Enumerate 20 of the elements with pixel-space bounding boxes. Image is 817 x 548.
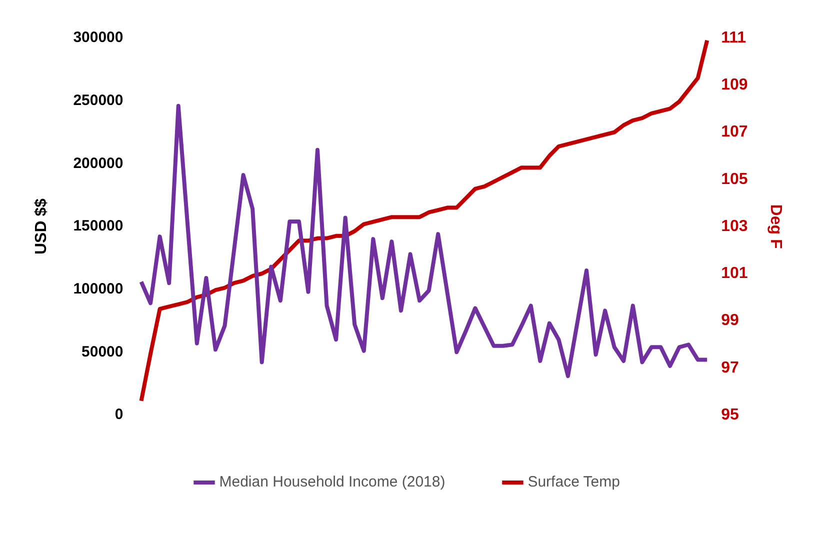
y2-tick-label: 107 (721, 124, 748, 141)
y2-tick-label: 97 (721, 359, 740, 376)
y2-tick-label: 103 (721, 218, 748, 235)
y-tick-label: 250000 (73, 92, 124, 109)
y2-tick-label: 95 (721, 406, 740, 424)
y-tick-label: 50000 (82, 343, 124, 360)
y2-tick-label: 111 (721, 29, 746, 46)
legend-label: Median Household Income (2018) (219, 474, 446, 491)
y2-axis-title: Deg F (766, 204, 784, 249)
y-tick-label: 200000 (73, 154, 124, 172)
y-axis-title: USD $$ (33, 198, 50, 255)
legend-label: Surface Temp (528, 474, 620, 491)
y2-tick-label: 101 (721, 265, 748, 282)
y-tick-label: 100000 (73, 280, 124, 298)
y-tick-label: 150000 (73, 218, 124, 235)
y-tick-label: 0 (114, 406, 124, 424)
y2-tick-label: 105 (721, 170, 748, 188)
y-tick-label: 300000 (73, 29, 124, 46)
y2-tick-label: 99 (721, 312, 740, 330)
y2-tick-label: 109 (721, 76, 748, 94)
